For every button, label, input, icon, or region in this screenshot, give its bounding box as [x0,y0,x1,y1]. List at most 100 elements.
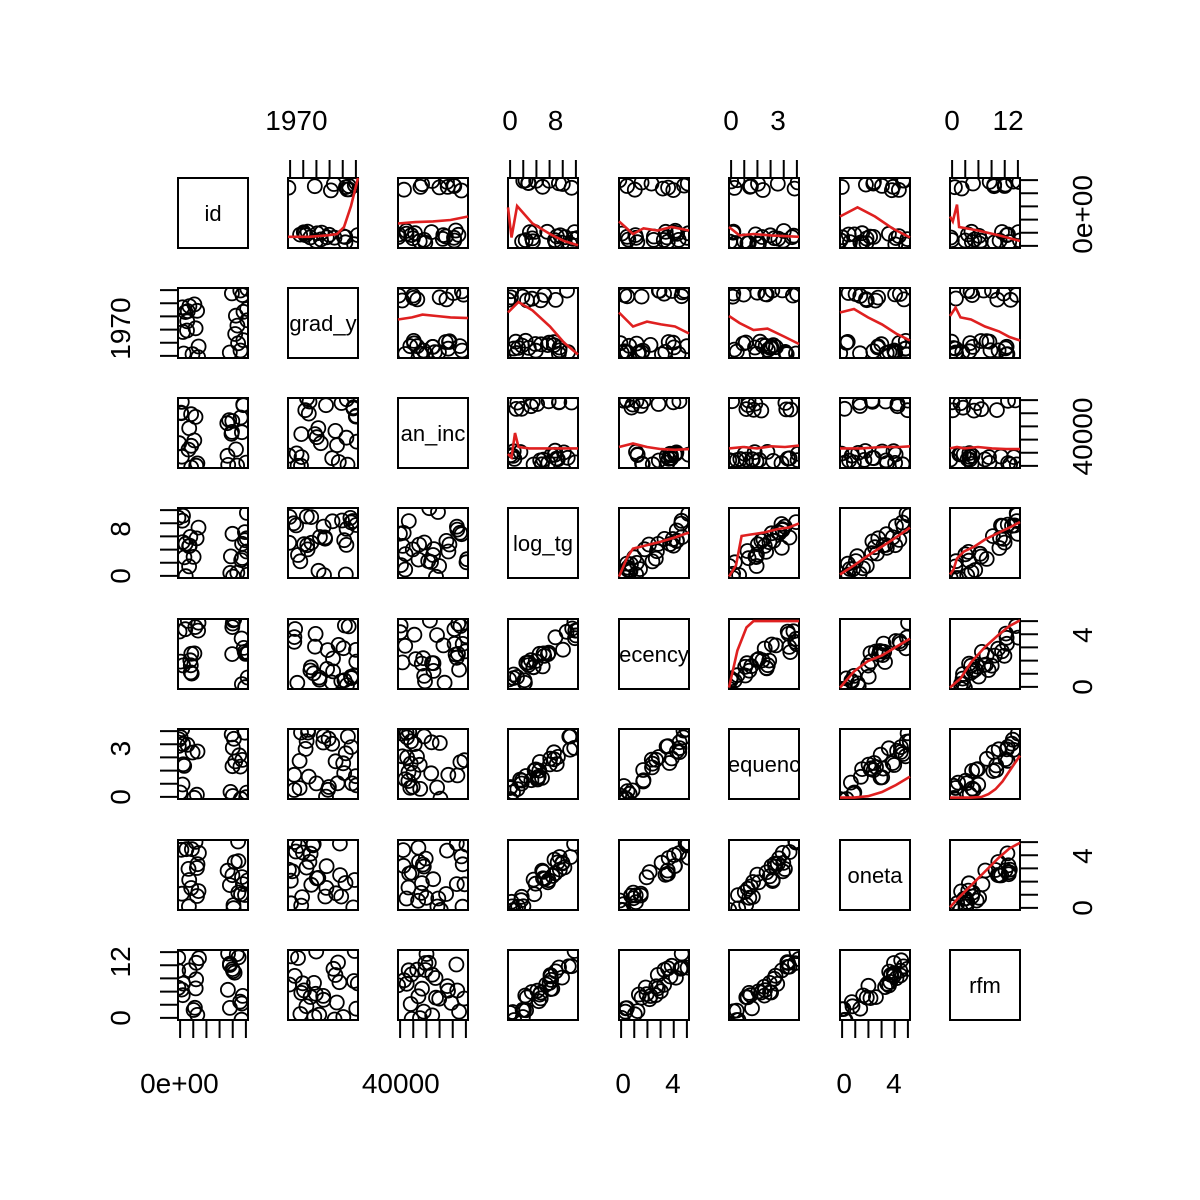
data-point [178,568,194,578]
data-point [840,229,851,246]
data-point [563,179,578,196]
data-point [547,442,563,459]
data-point [760,341,776,358]
data-point [318,880,335,896]
top-axis-tick-label: 0 [944,105,960,136]
data-point [628,335,645,352]
panel-frame [177,728,249,800]
panel-frame [949,397,1021,469]
data-point [237,646,248,662]
data-point [233,886,248,903]
points-group [514,178,578,248]
data-point [840,288,857,301]
data-point [898,340,910,357]
data-point [848,553,864,569]
data-point [418,950,435,962]
panel-frequency-vs-grad_year [287,728,359,800]
data-point [781,529,798,546]
data-point [430,508,446,520]
points-group [840,729,910,799]
data-point [508,292,516,308]
data-point [650,398,667,412]
left-axis-tick-label: 0 [105,789,136,805]
data-point [729,1003,742,1020]
data-point [867,292,884,309]
data-point [991,540,1008,556]
data-point [188,954,205,971]
right-axis-tick-label: 0 [1067,900,1098,916]
data-point [875,537,892,554]
panel-frame [177,949,249,1021]
panel-median_income-vs-recency [618,397,690,469]
data-point [288,872,299,889]
data-point [188,457,205,468]
data-point [178,623,188,640]
top-axis-tick-label: 8 [548,105,564,136]
panel-frequency-vs-frequency: equenc [728,728,800,800]
data-point [410,840,427,856]
points-group [178,288,248,358]
data-point [307,626,324,642]
data-point [298,998,315,1015]
lowess-smoother-grad_year-vs-rfm [948,305,1021,342]
data-point [224,288,240,302]
data-point [773,962,790,979]
data-point [178,784,189,799]
data-point [888,518,904,534]
data-point [960,544,977,560]
data-point [307,638,323,655]
data-point [549,854,566,871]
data-point [638,869,655,886]
panel-monetary-vs-monetary: oneta [839,839,911,911]
data-point [293,897,310,910]
data-point [184,744,201,761]
data-point [329,775,346,792]
data-point [404,778,421,795]
data-point [454,636,468,652]
data-point [333,888,350,905]
data-point [319,642,336,658]
data-point [735,335,752,352]
data-point [402,996,419,1012]
data-point [222,565,239,578]
data-point [729,672,743,689]
points-group [288,619,358,689]
data-point [649,543,665,560]
data-point [302,845,319,862]
data-point [346,872,358,888]
data-point [457,643,468,660]
data-point [178,987,191,1004]
data-point [958,898,975,910]
panel-frame [287,949,359,1021]
data-point [400,879,417,896]
data-point [439,842,455,859]
data-point [234,424,248,441]
data-point [893,739,909,755]
data-point [878,526,895,543]
data-point [625,884,642,901]
data-point [429,898,446,910]
data-point [454,898,468,910]
data-point [187,840,204,850]
data-point [332,840,348,852]
data-point [235,303,248,320]
data-point [860,668,877,685]
points-group [950,729,1020,799]
data-point [750,536,766,553]
panel-frame [507,287,579,359]
data-point [999,753,1016,769]
data-point [869,339,886,356]
data-point [425,655,442,672]
data-point [398,292,410,309]
diagonal-panel-frame [618,618,690,690]
data-point [635,773,652,790]
panel-frame [287,177,359,249]
data-point [739,655,755,672]
data-point [183,841,200,858]
data-point [887,236,904,248]
panel-frequency-vs-id [177,728,249,800]
data-point [337,566,354,578]
data-point [891,181,907,198]
points-group [729,178,799,248]
